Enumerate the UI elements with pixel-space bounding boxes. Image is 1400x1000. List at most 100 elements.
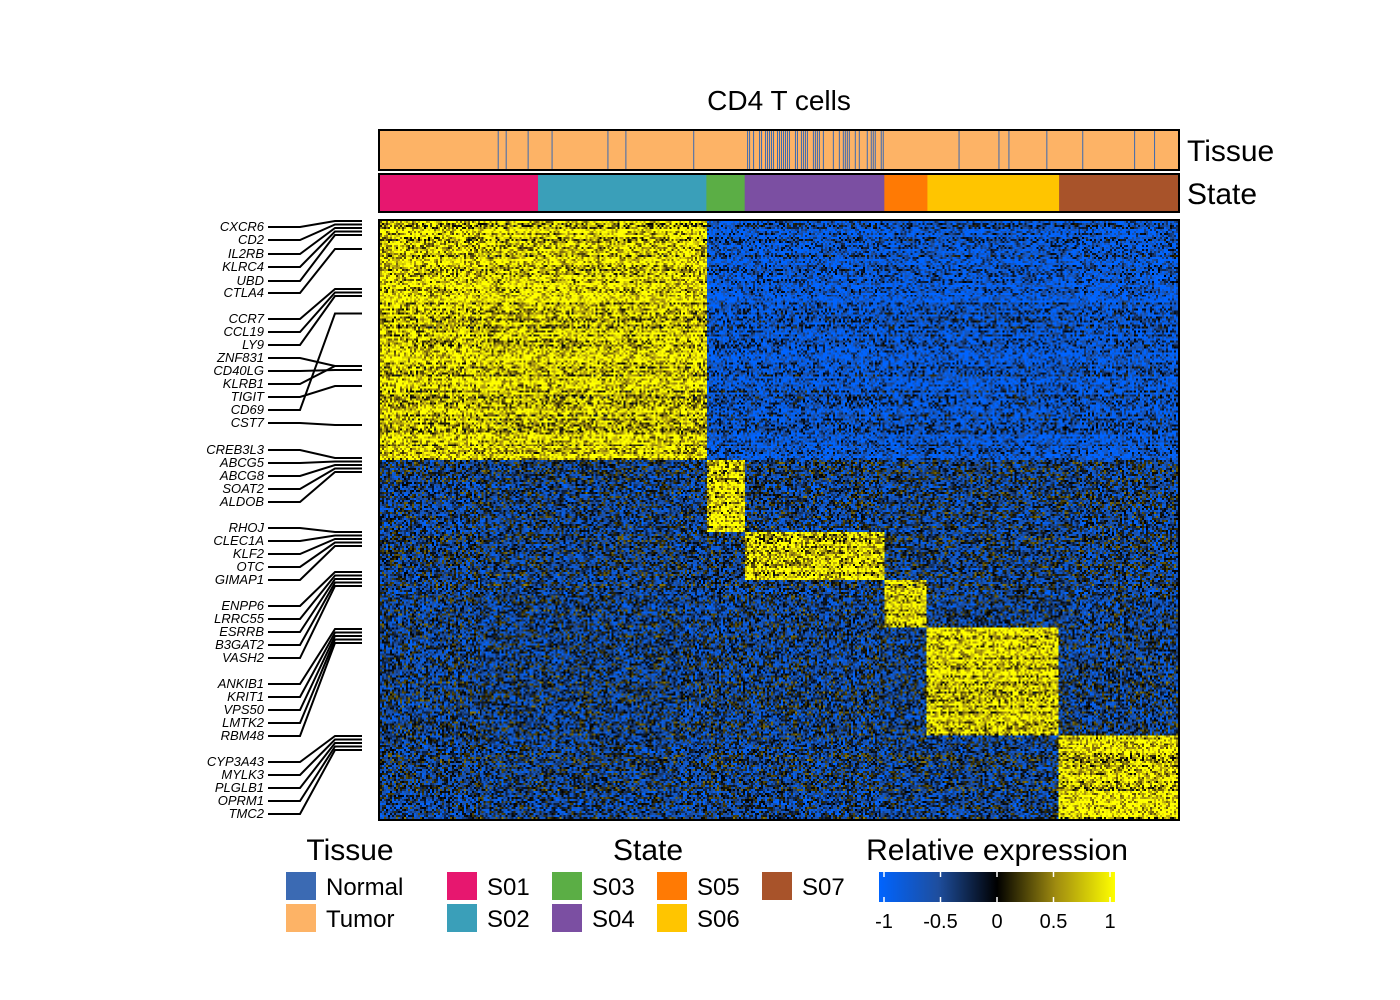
gene-connector	[268, 571, 362, 607]
gene-connector	[268, 742, 362, 789]
tissue-normal-cell	[796, 131, 798, 169]
legend-swatch-s01	[447, 872, 477, 900]
tissue-normal-cell	[854, 131, 856, 169]
gene-connector	[268, 541, 362, 568]
legend-label-normal: Normal	[326, 874, 403, 901]
gene-label-lrrc55: LRRC55	[214, 611, 265, 626]
tissue-normal-cell	[848, 131, 850, 169]
gene-connector	[268, 578, 362, 633]
heatmap-frame	[378, 219, 1180, 821]
gene-connector	[268, 460, 362, 464]
tissue-row-label: Tissue	[1187, 135, 1274, 168]
tissue-normal-cell	[1134, 131, 1136, 169]
tissue-normal-cell	[607, 131, 609, 169]
state-legend: State S01 S02 S03 S04 S05 S06 S07	[447, 834, 845, 933]
gene-connector	[268, 635, 362, 711]
tissue-normal-cell	[814, 131, 816, 169]
state-segment-s05	[884, 175, 928, 211]
gene-label-tmc2: TMC2	[229, 806, 265, 821]
gene-connector	[268, 581, 362, 646]
tissue-normal-cell	[802, 131, 804, 169]
gene-label-vps50: VPS50	[224, 702, 265, 717]
colorbar-tick-label: 0.5	[1040, 911, 1068, 933]
gene-label-cd40lg: CD40LG	[213, 363, 264, 378]
state-segment-s04	[744, 175, 885, 211]
tissue-normal-cell	[1008, 131, 1010, 169]
gene-connector	[268, 467, 362, 490]
state-legend-title: State	[613, 834, 683, 867]
gene-label-plglb1: PLGLB1	[215, 780, 264, 795]
gene-label-ly9: LY9	[242, 337, 264, 352]
tissue-normal-cell	[1082, 131, 1084, 169]
tissue-normal-cell	[784, 131, 786, 169]
tissue-normal-cell	[769, 131, 771, 169]
tissue-normal-cell	[505, 131, 507, 169]
gene-connector	[268, 357, 362, 367]
gene-connector	[268, 385, 362, 398]
gene-label-rbm48: RBM48	[221, 728, 265, 743]
legend-swatch-s06	[657, 904, 687, 932]
gene-connector	[268, 545, 362, 581]
gene-label-ccl19: CCL19	[224, 324, 264, 339]
tissue-normal-cell	[998, 131, 1000, 169]
gene-connector	[268, 422, 362, 426]
gene-label-klrc4: KLRC4	[222, 259, 264, 274]
tissue-normal-cell	[816, 131, 818, 169]
gene-connector	[268, 527, 362, 533]
tissue-normal-cell	[497, 131, 499, 169]
tissue-annotation-bar	[380, 131, 1178, 169]
tissue-normal-cell	[767, 131, 769, 169]
gene-connector	[268, 628, 362, 685]
state-segment-s01	[380, 175, 539, 211]
gene-label-abcg8: ABCG8	[219, 468, 265, 483]
tissue-normal-cell	[844, 131, 846, 169]
state-segment-s06	[927, 175, 1060, 211]
gene-connector	[268, 745, 362, 802]
tissue-normal-cell	[794, 131, 796, 169]
gene-connector	[268, 234, 362, 282]
gene-connector	[268, 291, 362, 333]
tissue-normal-cell	[753, 131, 755, 169]
gene-connector	[268, 288, 362, 320]
gene-connector	[268, 449, 362, 459]
legend-swatch-tumor	[286, 904, 316, 932]
heatmap-matrix	[380, 221, 1178, 819]
gene-label-cxcr6: CXCR6	[220, 219, 265, 234]
gene-label-b3gat2: B3GAT2	[215, 637, 265, 652]
tissue-normal-cell	[765, 131, 767, 169]
gene-label-esrrb: ESRRB	[219, 624, 264, 639]
legend-swatch-s07	[762, 872, 792, 900]
state-annotation-bar	[380, 175, 1179, 211]
gene-label-cyp3a43: CYP3A43	[207, 754, 265, 769]
gene-label-tigit: TIGIT	[231, 389, 265, 404]
tissue-normal-cell	[882, 131, 884, 169]
state-row-label: State	[1187, 178, 1257, 211]
tissue-normal-cell	[846, 131, 848, 169]
gene-label-cst7: CST7	[231, 415, 265, 430]
tissue-normal-cell	[749, 131, 751, 169]
tissue-normal-cell	[788, 131, 790, 169]
gene-connector	[268, 295, 362, 346]
gene-label-mylk3: MYLK3	[221, 767, 264, 782]
legend-label-s06: S06	[697, 906, 740, 933]
tissue-normal-cell	[842, 131, 844, 169]
state-segment-s02	[538, 175, 707, 211]
tissue-normal-cell	[782, 131, 784, 169]
legend-label-tumor: Tumor	[326, 906, 394, 933]
tissue-normal-cell	[747, 131, 749, 169]
tissue-legend: Tissue Normal Tumor	[286, 834, 403, 933]
gene-label-vash2: VASH2	[222, 650, 265, 665]
gene-label-creb3l3: CREB3L3	[206, 442, 265, 457]
gene-connector	[268, 230, 362, 268]
gene-label-ccr7: CCR7	[229, 311, 265, 326]
tissue-normal-cell	[625, 131, 627, 169]
tissue-normal-cell	[880, 131, 882, 169]
gene-label-ubd: UBD	[237, 273, 264, 288]
tissue-normal-cell	[858, 131, 860, 169]
gene-label-cd69: CD69	[231, 402, 264, 417]
gene-connector	[268, 248, 362, 294]
tissue-normal-cell	[804, 131, 806, 169]
gene-label-gimap1: GIMAP1	[215, 572, 264, 587]
